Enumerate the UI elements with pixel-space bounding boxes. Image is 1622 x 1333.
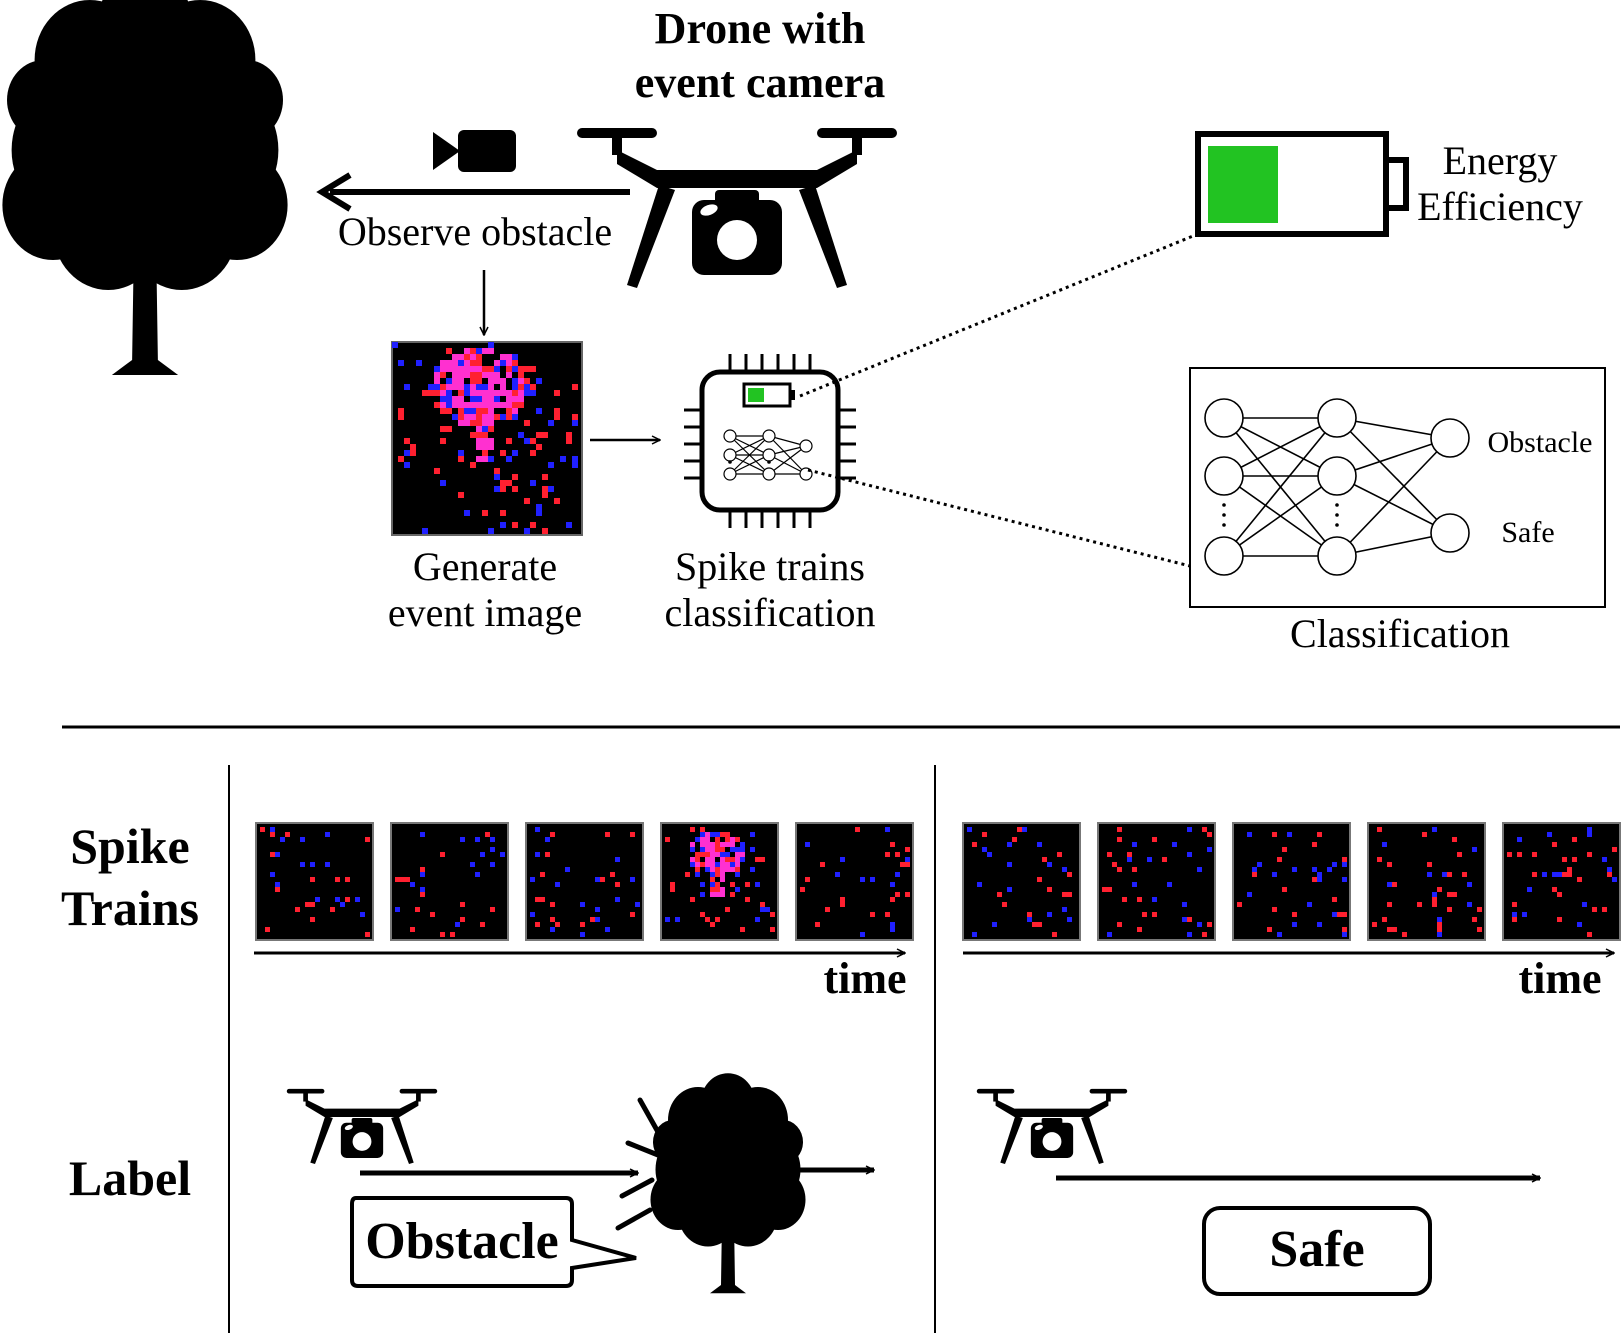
drone-icon xyxy=(976,1088,1128,1165)
observe-label: Observe obstacle xyxy=(337,209,613,254)
spike-trains-title-line1: Spike xyxy=(70,818,190,874)
safe-box-label: Safe xyxy=(1269,1221,1365,1278)
spike-frame xyxy=(1502,822,1621,941)
classification-box xyxy=(1189,367,1606,608)
tree-icon xyxy=(650,1073,806,1294)
spike-frame xyxy=(795,822,914,941)
drone-icon xyxy=(577,128,897,288)
drone-title: Drone with event camera xyxy=(610,2,910,110)
spike-frame xyxy=(1367,822,1486,941)
drone-title-line2: event camera xyxy=(634,58,886,107)
event-image xyxy=(391,341,583,536)
spike-frame xyxy=(255,822,374,941)
battery-icon xyxy=(1195,131,1409,237)
spike-classification-label: Spike trains classification xyxy=(640,544,900,636)
spike-frame xyxy=(660,822,779,941)
time-label-right: time xyxy=(1518,954,1602,1003)
time-label-left: time xyxy=(823,954,907,1003)
spike-frame xyxy=(962,822,1081,941)
observe-arrow xyxy=(316,172,630,212)
energy-label-line1: Energy xyxy=(1442,138,1558,183)
spike-trains-title: Spike Trains xyxy=(40,815,220,939)
spike-label-line2: classification xyxy=(664,590,876,635)
event-image-label-line1: Generate xyxy=(412,544,558,589)
nn-output-safe: Safe xyxy=(1501,516,1555,549)
drone-icon xyxy=(286,1088,438,1165)
drone-title-line1: Drone with xyxy=(654,4,866,53)
event-image-label: Generate event image xyxy=(370,544,600,636)
spike-frame xyxy=(525,822,644,941)
label-title: Label xyxy=(68,1150,192,1206)
obstacle-box-label: Obstacle xyxy=(365,1213,559,1270)
chip-icon xyxy=(684,354,856,528)
spike-frame xyxy=(1232,822,1351,941)
spike-train-frames-obstacle xyxy=(255,822,914,941)
event-image-label-line2: event image xyxy=(387,590,583,635)
tree-icon xyxy=(2,0,288,375)
dotted-connector-energy xyxy=(799,232,1199,398)
spike-frame xyxy=(1097,822,1216,941)
neural-network-icon xyxy=(728,398,1470,576)
obstacle-callout xyxy=(350,1196,637,1288)
spike-frame xyxy=(390,822,509,941)
energy-efficiency-label: Energy Efficiency xyxy=(1400,138,1600,230)
dotted-connector-classification xyxy=(807,468,1191,568)
video-camera-icon xyxy=(433,130,516,172)
spike-label-line1: Spike trains xyxy=(675,544,865,589)
impact-lines xyxy=(615,1097,661,1231)
energy-label-line2: Efficiency xyxy=(1417,184,1583,229)
spike-trains-title-line2: Trains xyxy=(61,880,199,936)
spike-train-frames-safe xyxy=(962,822,1621,941)
safe-box xyxy=(1202,1206,1432,1296)
classification-label: Classification xyxy=(1290,611,1510,656)
nn-output-obstacle: Obstacle xyxy=(1487,426,1593,459)
